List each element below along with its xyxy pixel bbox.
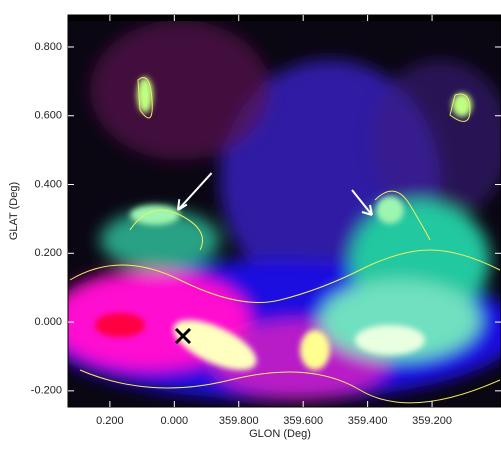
x-tick-label: 359.200 bbox=[412, 415, 452, 427]
sky-image bbox=[40, 15, 501, 407]
y-tick-label: 0.200 bbox=[34, 247, 62, 259]
x-tick-label: 359.400 bbox=[348, 415, 388, 427]
y-tick-label: -0.200 bbox=[31, 385, 62, 397]
x-tick-label: 359.600 bbox=[283, 415, 323, 427]
figure: GLON (Deg) GLAT (Deg) 0.200 0.000 359.800 3… bbox=[0, 0, 501, 450]
x-tick-label: 359.800 bbox=[219, 415, 259, 427]
y-tick-label: 0.600 bbox=[34, 110, 62, 122]
x-tick-label: 0.200 bbox=[96, 415, 124, 427]
y-tick-label: 0.400 bbox=[34, 178, 62, 190]
y-axis-label: GLAT (Deg) bbox=[8, 182, 20, 240]
x-tick-label: 0.000 bbox=[161, 415, 189, 427]
y-tick-label: 0.000 bbox=[34, 316, 62, 328]
x-axis-label: GLON (Deg) bbox=[249, 428, 311, 440]
y-tick-label: 0.800 bbox=[34, 41, 62, 53]
